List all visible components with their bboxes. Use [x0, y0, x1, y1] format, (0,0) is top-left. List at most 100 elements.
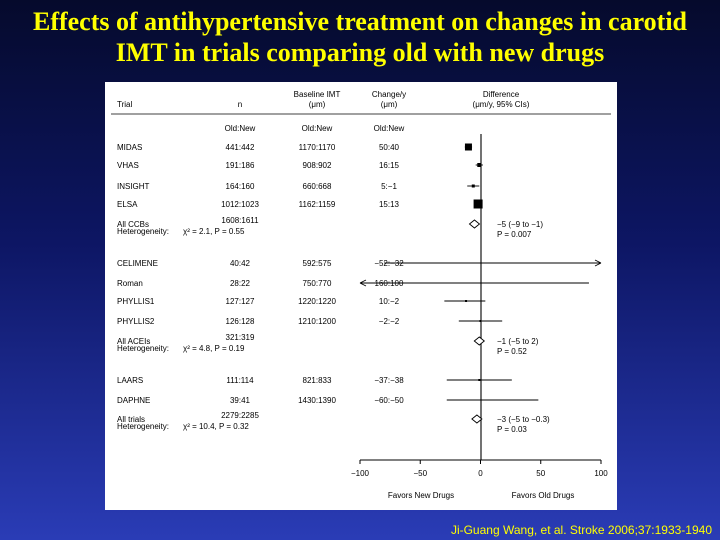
row-n: 164:160: [226, 182, 255, 191]
x-tick-label: −50: [413, 469, 427, 478]
point-estimate: [473, 199, 483, 209]
row-change: −2:−2: [379, 317, 400, 326]
x-axis: −100 −50 0 50 100: [351, 459, 608, 478]
row-n: 191:186: [226, 161, 255, 170]
favors-old-label: Favors Old Drugs: [512, 491, 575, 500]
row-trial-name: PHYLLIS1: [117, 297, 155, 306]
x-tick-label: 100: [594, 469, 608, 478]
slide-title-line-2: IMT in trials comparing old with new dru…: [115, 38, 605, 67]
row-change: 15:13: [379, 200, 400, 209]
row-summary-p: P = 0.007: [497, 230, 532, 239]
slide-title-line-1: Effects of antihypertensive treatment on…: [32, 7, 687, 36]
row-summary-estimate: −3 (−5 to −0.3): [497, 415, 550, 424]
table-rows: MIDAS 441:442 1170:1170 50:40 VHAS 191:186 908…: [117, 143, 550, 434]
row-summary-p: P = 0.52: [497, 347, 527, 356]
row-baseline: 1170:1170: [299, 143, 336, 152]
subheader-baseline: Old:New: [302, 124, 333, 133]
forest-plot: Trial n Baseline IMT (μm) Change/y (μm) …: [111, 90, 611, 500]
row-change: −52:−32: [374, 259, 404, 268]
subheader-n: Old:New: [225, 124, 256, 133]
row-trial-name: MIDAS: [117, 143, 142, 152]
row-heterogeneity-label: Heterogeneity:: [117, 344, 169, 353]
row-n: 127:127: [226, 297, 255, 306]
row-summary-p: P = 0.03: [497, 425, 527, 434]
row-baseline: 1220:1220: [298, 297, 336, 306]
row-baseline: 660:668: [303, 182, 332, 191]
row-trial-name: All ACEIs: [117, 337, 150, 346]
row-n: 1608:1611: [221, 216, 259, 225]
pooled-estimate-diamond: [473, 336, 486, 346]
row-change: −37:−38: [374, 376, 404, 385]
x-tick-label: 0: [478, 469, 483, 478]
row-trial-name: DAPHNE: [117, 396, 150, 405]
header-difference-2: (μm/y, 95% CIs): [473, 100, 530, 109]
x-tick-label: −100: [351, 469, 370, 478]
header-baseline-2: (μm): [309, 100, 326, 109]
header-n: n: [238, 100, 242, 109]
row-n: 441:442: [226, 143, 255, 152]
header-difference-1: Difference: [483, 90, 520, 99]
row-heterogeneity-stat: χ² = 4.8, P = 0.19: [183, 344, 245, 353]
point-estimate: [477, 163, 482, 167]
row-summary-estimate: −1 (−5 to 2): [497, 337, 539, 346]
subheader-change: Old:New: [374, 124, 405, 133]
pooled-estimate-diamond: [468, 219, 481, 229]
x-tick-label: 50: [536, 469, 545, 478]
ci-arrow-right: [594, 259, 602, 267]
row-change: 160:100: [375, 279, 404, 288]
row-change: 50:40: [379, 143, 400, 152]
point-estimate: [471, 184, 475, 188]
row-trial-name: All trials: [117, 415, 145, 424]
row-n: 2279:2285: [221, 411, 259, 420]
row-n: 1012:1023: [221, 200, 259, 209]
row-summary-estimate: −5 (−9 to −1): [497, 220, 543, 229]
pooled-estimate-diamond: [471, 414, 483, 424]
header-trial: Trial: [117, 100, 132, 109]
favors-new-label: Favors New Drugs: [388, 491, 454, 500]
point-estimate: [478, 379, 481, 381]
plot-area: [359, 134, 602, 460]
row-n: 111:114: [226, 376, 254, 385]
row-trial-name: All CCBs: [117, 220, 149, 229]
header-baseline-1: Baseline IMT: [294, 90, 341, 99]
row-heterogeneity-stat: χ² = 10.4, P = 0.32: [183, 422, 249, 431]
row-n: 28:22: [230, 279, 251, 288]
row-trial-name: VHAS: [117, 161, 139, 170]
header-change-1: Change/y: [372, 90, 406, 99]
row-n: 39:41: [230, 396, 251, 405]
row-heterogeneity-stat: χ² = 2.1, P = 0.55: [183, 227, 245, 236]
row-n: 321:319: [226, 333, 255, 342]
point-estimate: [465, 300, 468, 302]
row-trial-name: LAARS: [117, 376, 143, 385]
table-header: Trial n Baseline IMT (μm) Change/y (μm) …: [111, 90, 611, 133]
header-change-2: (μm): [381, 100, 398, 109]
row-trial-name: PHYLLIS2: [117, 317, 155, 326]
point-estimate: [407, 282, 409, 284]
row-trial-name: INSIGHT: [117, 182, 150, 191]
row-baseline: 1210:1200: [298, 317, 336, 326]
row-change: 5:−1: [381, 182, 397, 191]
row-trial-name: ELSA: [117, 200, 138, 209]
slide-title: Effects of antihypertensive treatment on…: [0, 6, 720, 68]
row-change: −60:−50: [374, 396, 404, 405]
row-trial-name: Roman: [117, 279, 143, 288]
row-baseline: 821:833: [303, 376, 332, 385]
row-trial-name: CELIMENE: [117, 259, 158, 268]
point-estimate: [492, 399, 494, 401]
forest-plot-panel: Trial n Baseline IMT (μm) Change/y (μm) …: [105, 82, 617, 510]
row-change: 10:−2: [379, 297, 400, 306]
point-estimate: [504, 262, 506, 264]
row-n: 126:128: [226, 317, 255, 326]
row-baseline: 1430:1390: [298, 396, 336, 405]
point-estimate: [464, 143, 472, 151]
ci-arrow-left: [359, 279, 367, 287]
row-baseline: 592:575: [303, 259, 332, 268]
point-estimate: [479, 320, 482, 322]
row-change: 16:15: [379, 161, 400, 170]
citation: Ji-Guang Wang, et al. Stroke 2006;37:193…: [450, 523, 712, 537]
row-heterogeneity-label: Heterogeneity:: [117, 227, 169, 236]
row-baseline: 750:770: [303, 279, 332, 288]
row-heterogeneity-label: Heterogeneity:: [117, 422, 169, 431]
row-baseline: 908:902: [303, 161, 332, 170]
row-baseline: 1162:1159: [299, 200, 336, 209]
